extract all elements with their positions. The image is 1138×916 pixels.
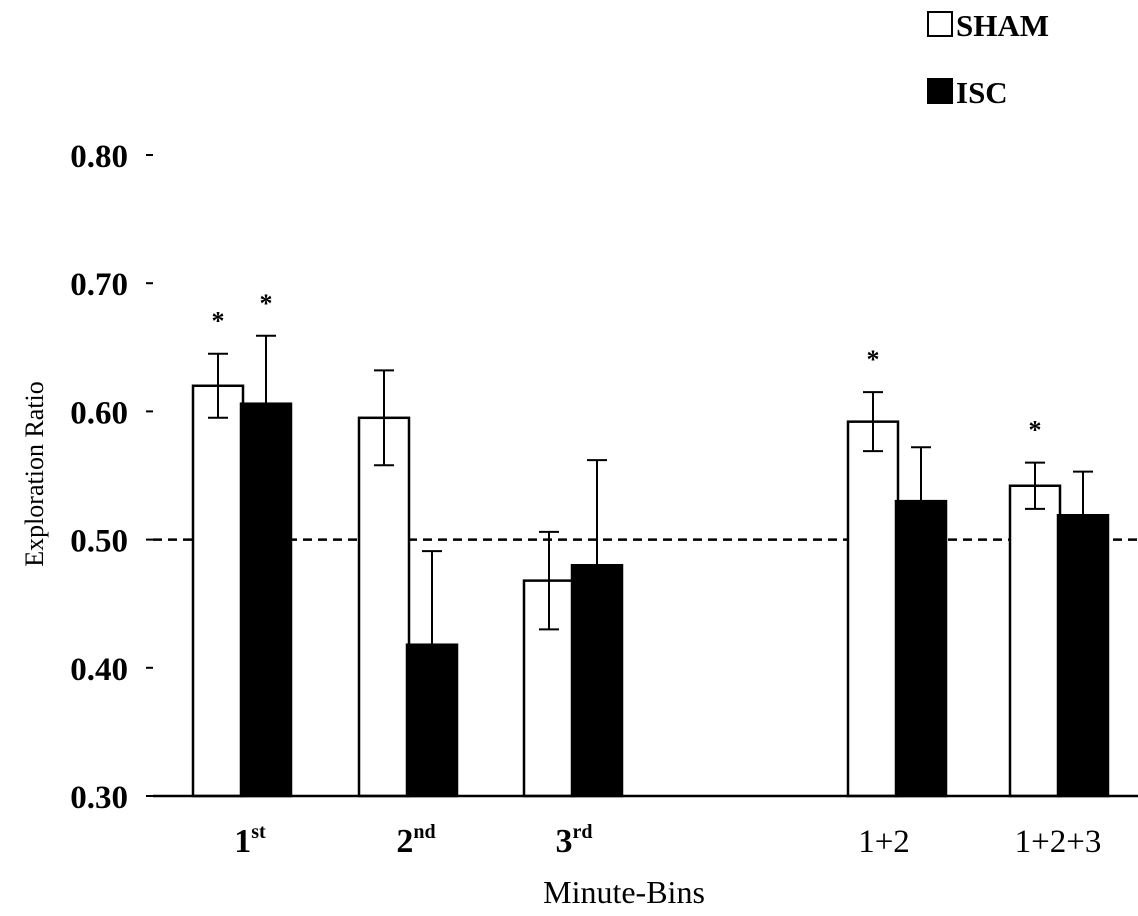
bar-sham: [846, 420, 900, 798]
significance-marker: *: [867, 345, 880, 374]
x-tick-label-main: 1: [234, 823, 251, 860]
x-tick-label-sup: rd: [573, 821, 593, 843]
legend-swatch-isc: [927, 78, 953, 104]
bar-isc: [570, 563, 624, 798]
significance-marker: *: [212, 307, 225, 336]
x-tick-label-sup: nd: [413, 821, 435, 843]
x-tick-label-main: 1+2+3: [1015, 824, 1102, 860]
x-tick-label-sup: st: [251, 821, 266, 843]
bars-layer: * * * *: [191, 289, 1110, 798]
significance-marker: *: [260, 289, 273, 318]
x-tick-label: 2nd: [396, 821, 435, 860]
y-tick-label: 0.40: [70, 652, 128, 688]
bar-isc: [894, 499, 948, 798]
bar-sham: [191, 384, 245, 798]
y-tick-label: 0.50: [70, 524, 128, 560]
y-tick-label: 0.60: [70, 395, 128, 431]
significance-marker: *: [1029, 416, 1042, 445]
x-tick-label: 1st: [234, 821, 266, 860]
x-tick-label: 1+2: [858, 824, 910, 860]
y-tick-label: 0.30: [70, 780, 128, 816]
x-tick-label-main: 3: [556, 823, 573, 860]
y-tick-label: 0.70: [70, 267, 128, 303]
x-axis-title: Minute-Bins: [543, 874, 705, 910]
x-tick-label-main: 2: [396, 823, 413, 860]
bar-isc: [239, 402, 293, 798]
x-tick-label-main: 1+2: [858, 824, 910, 860]
y-axis-title: Exploration Ratio: [20, 381, 49, 567]
bar-isc: [1056, 513, 1110, 798]
legend-label-isc: ISC: [956, 75, 1008, 110]
legend-label-sham: SHAM: [956, 8, 1049, 43]
y-tick-label: 0.80: [70, 139, 128, 175]
legend-swatch-sham: [927, 11, 953, 37]
legend: SHAM ISC: [927, 8, 1049, 110]
axes-layer: 0.30 0.40 0.50 0.60 0.70 0.80 1st 2nd 3rd 1+2 1+2+…: [70, 139, 1138, 860]
bar-sham: [357, 416, 411, 798]
bar-sham: [1008, 484, 1062, 798]
x-tick-label: 1+2+3: [1015, 824, 1102, 860]
bar-isc: [405, 643, 459, 798]
x-tick-label: 3rd: [556, 821, 593, 860]
